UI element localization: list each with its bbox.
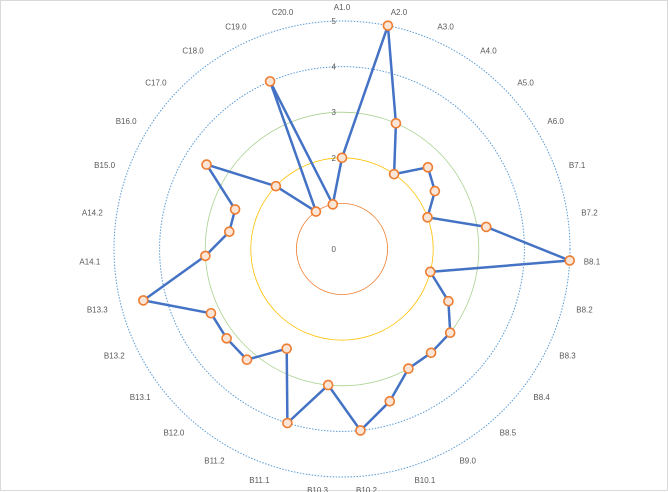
category-label: B12.0	[163, 429, 184, 438]
category-label: A2.0	[391, 8, 408, 17]
data-point-C18.0	[310, 206, 322, 217]
category-label: B8.2	[576, 306, 593, 315]
data-point-A14.1	[200, 250, 211, 262]
category-label: B8.3	[559, 352, 576, 361]
category-label: B15.0	[94, 161, 115, 170]
series-layer	[138, 20, 576, 436]
category-label: C17.0	[145, 78, 167, 87]
data-point-B13.3	[138, 295, 149, 306]
category-label: B9.0	[459, 457, 476, 466]
category-label: B10.3	[307, 486, 328, 492]
category-label: B13.3	[87, 306, 108, 315]
radar-ring-1	[295, 202, 388, 295]
data-point-B8.4	[444, 327, 456, 339]
category-label: C20.0	[272, 8, 294, 17]
data-point-A5.0	[422, 162, 434, 173]
radial-tick-label: 0	[332, 245, 337, 254]
category-label: B13.2	[104, 352, 125, 361]
series-line	[142, 24, 571, 432]
category-label: B10.2	[356, 486, 377, 492]
radial-tick-label: 5	[332, 17, 337, 26]
data-point-B12.0	[241, 354, 253, 366]
category-label: B16.0	[116, 117, 137, 126]
radar-ring-4	[159, 66, 525, 432]
category-label: B10.1	[414, 476, 435, 485]
data-point-B13.2	[205, 307, 217, 319]
category-label: A3.0	[437, 23, 454, 32]
category-label: B11.2	[204, 457, 225, 466]
data-point-B10.2	[355, 425, 366, 436]
radial-tick-label: 2	[332, 154, 337, 163]
radar-ring-5	[113, 20, 571, 478]
category-label: A6.0	[547, 117, 564, 126]
data-point-C17.0	[270, 180, 282, 192]
data-point-B13.1	[221, 333, 232, 344]
data-point-B8.5	[425, 347, 437, 359]
data-point-B10.3	[322, 379, 334, 391]
radial-tick-label: 3	[332, 108, 337, 117]
radial-tick-label: 4	[332, 63, 337, 72]
category-label: A4.0	[480, 46, 497, 55]
data-point-A2.0	[382, 20, 394, 31]
data-point-B7.2	[480, 221, 492, 233]
category-label: B7.2	[581, 208, 598, 217]
data-point-B9.0	[403, 363, 414, 374]
data-point-B15.0	[229, 204, 241, 215]
category-label: C18.0	[182, 46, 204, 55]
category-label: B8.4	[533, 393, 550, 402]
data-point-B11.1	[282, 417, 293, 429]
category-label: A1.0	[334, 3, 351, 12]
category-label: A14.1	[79, 257, 100, 266]
radar-ring-3	[204, 111, 480, 387]
data-point-A14.2	[224, 226, 235, 238]
data-point-B8.2	[424, 266, 436, 278]
category-label: A5.0	[517, 78, 534, 87]
data-point-B8.3	[443, 295, 454, 307]
category-label: B7.1	[569, 161, 586, 170]
radar-rings	[113, 20, 571, 478]
data-point-B10.1	[384, 395, 396, 407]
radial-tick-labels: 012345	[332, 17, 337, 254]
data-point-B11.2	[281, 343, 292, 354]
category-label: B8.5	[500, 429, 517, 438]
category-label: B13.1	[130, 393, 151, 402]
data-point-A4.0	[388, 168, 400, 180]
data-point-A3.0	[390, 117, 402, 129]
category-label: A14.2	[82, 208, 103, 217]
data-point-A6.0	[429, 185, 441, 197]
data-point-B7.1	[422, 212, 433, 223]
category-label: C19.0	[225, 23, 247, 32]
data-point-C19.0	[264, 76, 276, 87]
data-point-C20.0	[327, 199, 339, 210]
data-point-A1.0	[336, 152, 348, 164]
category-label: B8.1	[584, 257, 601, 266]
data-point-B16.0	[201, 159, 212, 170]
category-labels: A1.0 A2.0 A3.0 A4.0 A5.0 A6.0 B7.1 B7.2 B8.1 B8.2…	[79, 3, 600, 492]
data-point-B8.1	[564, 255, 576, 266]
category-label: B11.1	[249, 476, 270, 485]
